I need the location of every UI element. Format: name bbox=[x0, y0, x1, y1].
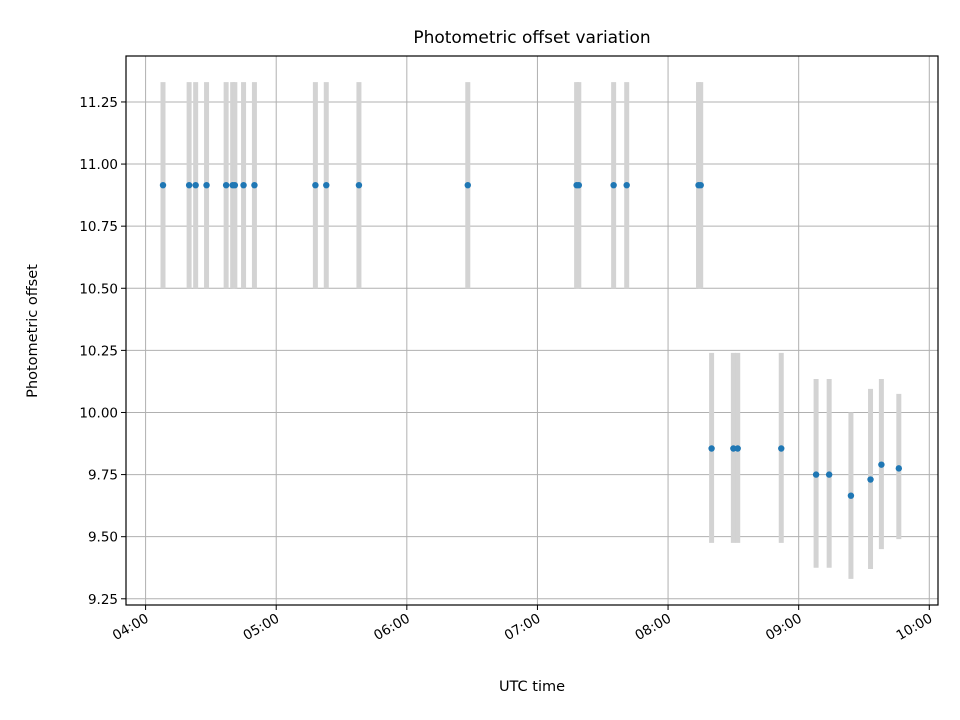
data-point bbox=[778, 445, 785, 452]
y-tick-label: 9.75 bbox=[88, 468, 118, 484]
x-tick-label: 06:00 bbox=[371, 611, 413, 644]
data-point bbox=[825, 471, 833, 478]
y-tick-label: 11.25 bbox=[79, 95, 118, 111]
y-tick-label: 10.75 bbox=[79, 219, 118, 235]
y-tick-label: 9.50 bbox=[88, 530, 118, 546]
data-point bbox=[708, 445, 715, 452]
data-point bbox=[847, 492, 855, 499]
data-point bbox=[878, 461, 885, 468]
data-point bbox=[231, 181, 239, 189]
y-tick-label: 10.25 bbox=[79, 343, 118, 359]
data-point bbox=[895, 465, 903, 472]
y-tick-label: 9.25 bbox=[88, 592, 118, 608]
data-point bbox=[251, 181, 258, 189]
data-point bbox=[159, 181, 167, 189]
data-point bbox=[867, 476, 874, 483]
plot-frame bbox=[125, 55, 939, 606]
data-point bbox=[575, 181, 583, 189]
x-tick-label: 05:00 bbox=[241, 611, 283, 644]
data-point bbox=[355, 181, 363, 189]
y-tick-label: 11.00 bbox=[79, 157, 118, 173]
data-point bbox=[203, 181, 210, 189]
chart-title: Photometric offset variation bbox=[413, 28, 650, 48]
data-point bbox=[610, 181, 617, 189]
x-tick-label: 10:00 bbox=[894, 611, 936, 644]
grid bbox=[126, 56, 938, 605]
y-axis-label: Photometric offset bbox=[25, 264, 41, 398]
x-tick-label: 08:00 bbox=[632, 611, 674, 644]
x-axis: 04:00 05:00 06:00 07:00 08:00 09:00 10:00 bbox=[110, 605, 935, 644]
x-tick-label: 07:00 bbox=[502, 611, 544, 644]
data-point bbox=[623, 181, 630, 189]
data-point bbox=[192, 181, 199, 189]
error-bars bbox=[160, 82, 902, 579]
data-point bbox=[464, 181, 471, 189]
x-tick-label: 04:00 bbox=[110, 611, 152, 644]
data-point bbox=[734, 445, 741, 452]
data-point bbox=[812, 471, 820, 478]
data-points bbox=[159, 181, 903, 499]
x-axis-label: UTC time bbox=[499, 679, 565, 695]
y-tick-label: 10.00 bbox=[79, 405, 118, 421]
data-point bbox=[697, 181, 704, 189]
data-point bbox=[312, 181, 319, 189]
data-point bbox=[222, 181, 230, 189]
y-tick-label: 10.50 bbox=[79, 281, 118, 297]
data-point bbox=[323, 181, 330, 189]
data-point bbox=[240, 181, 247, 189]
y-axis: 9.25 9.50 9.75 10.00 10.25 10.50 10.75 11.00 11.… bbox=[79, 95, 126, 608]
data-point bbox=[185, 181, 193, 189]
x-tick-label: 09:00 bbox=[763, 611, 805, 644]
